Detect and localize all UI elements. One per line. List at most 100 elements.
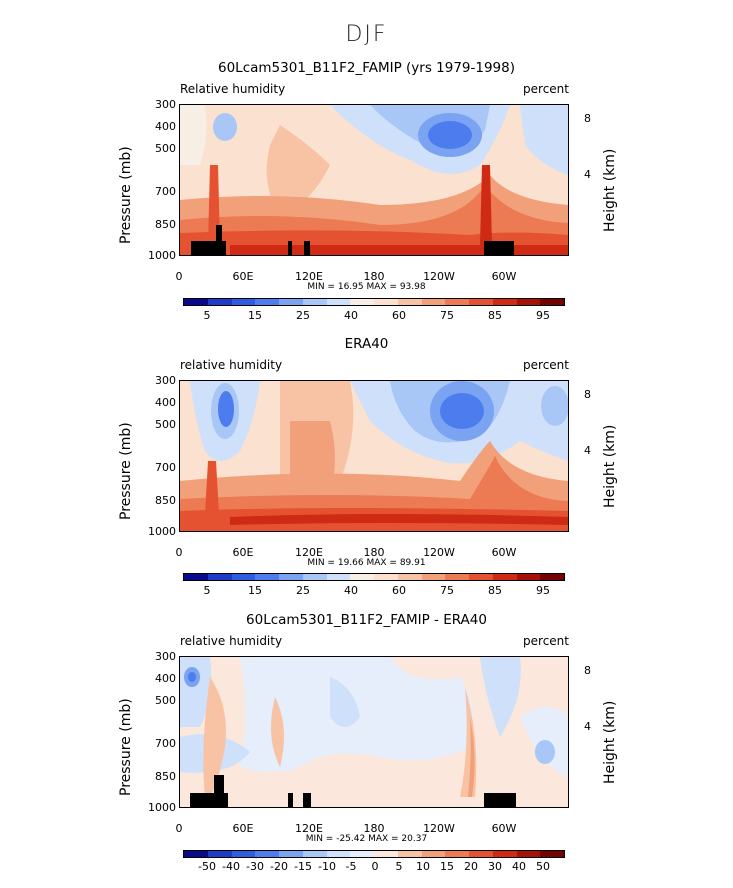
- y-tick: 700: [155, 737, 176, 750]
- positive-region: [203, 677, 226, 797]
- colorbar-label: 5: [203, 309, 211, 322]
- colorbar-label: -30: [246, 860, 264, 873]
- x-tick: 120E: [295, 270, 323, 283]
- y-tick: 400: [155, 672, 176, 685]
- x-tick: 180: [363, 270, 385, 283]
- colorbar-label: -10: [318, 860, 336, 873]
- moist-region: [230, 514, 568, 525]
- colorbar-label: 40: [344, 584, 358, 597]
- dry-region: [180, 105, 207, 165]
- moist-region: [266, 125, 330, 215]
- y-tick: 400: [155, 396, 176, 409]
- colorbar-swatch: [255, 574, 279, 580]
- y-tick: 850: [155, 770, 176, 783]
- y-tick: 700: [155, 461, 176, 474]
- x-tick: 180: [363, 546, 385, 559]
- colorbar-swatch: [326, 574, 351, 580]
- colorbar-label: 75: [440, 309, 454, 322]
- contour-svg: [180, 657, 568, 807]
- colorbar-label: 85: [488, 584, 502, 597]
- y-tick: 1000: [148, 249, 176, 262]
- y-axis-label: Pressure (mb): [118, 698, 134, 796]
- panel-title: ERA40: [344, 336, 389, 352]
- min-max-label: MIN = 16.95 MAX = 93.98: [307, 282, 426, 292]
- colorbar-swatch: [421, 574, 446, 580]
- colorbar-swatch: [326, 299, 351, 305]
- contour-svg: [180, 381, 568, 531]
- panel-title: 60Lcam5301_B11F2_FAMIP - ERA40: [246, 612, 487, 628]
- height-tick: 4: [584, 444, 591, 457]
- colorbar-label: 15: [248, 584, 262, 597]
- y-tick: 500: [155, 694, 176, 707]
- colorbar-label: 15: [440, 860, 454, 873]
- colorbar-label: -5: [345, 860, 357, 873]
- x-tick: 60W: [491, 270, 517, 283]
- y-tick: 850: [155, 218, 176, 231]
- colorbar-label: 60: [392, 309, 406, 322]
- x-tick: 180: [363, 822, 385, 835]
- contour-plot: [179, 656, 569, 808]
- colorbar-label: -40: [222, 860, 240, 873]
- colorbar-swatch: [255, 299, 279, 305]
- x-tick: 60E: [232, 822, 254, 835]
- colorbar-label: 60: [392, 584, 406, 597]
- colorbar-swatch: [231, 299, 256, 305]
- colorbar-swatch: [326, 851, 351, 857]
- height-axis-label: Height (km): [602, 148, 618, 232]
- colorbar-swatch: [207, 299, 232, 305]
- height-tick: 8: [584, 388, 591, 401]
- colorbar-swatch: [207, 851, 232, 857]
- colorbar-label: 40: [512, 860, 526, 873]
- min-max-label: MIN = -25.42 MAX = 20.37: [305, 834, 428, 844]
- page-title: DJF: [345, 22, 388, 47]
- y-tick: 400: [155, 120, 176, 133]
- contour-plot: [179, 104, 569, 256]
- colorbar-swatch: [492, 574, 517, 580]
- x-tick: 120E: [295, 546, 323, 559]
- colorbar: [183, 298, 565, 306]
- colorbar-label: 25: [296, 584, 310, 597]
- colorbar-swatch: [302, 299, 327, 305]
- colorbar-swatch: [350, 851, 374, 857]
- x-tick: 120W: [423, 270, 455, 283]
- colorbar-swatch: [516, 299, 541, 305]
- colorbar-label: 75: [440, 584, 454, 597]
- colorbar-swatch: [184, 299, 208, 305]
- height-tick: 8: [584, 664, 591, 677]
- negative-region: [330, 677, 360, 727]
- x-tick: 60W: [491, 822, 517, 835]
- x-tick: 0: [175, 546, 183, 559]
- x-tick: 120W: [423, 546, 455, 559]
- variable-label: relative humidity: [180, 358, 283, 372]
- colorbar-swatch: [374, 299, 398, 305]
- x-tick: 0: [175, 270, 183, 283]
- colorbar-swatch: [231, 574, 256, 580]
- colorbar-swatch: [540, 574, 564, 580]
- colorbar-swatch: [516, 574, 541, 580]
- y-tick: 500: [155, 142, 176, 155]
- colorbar: [183, 573, 565, 581]
- x-tick: 60W: [491, 546, 517, 559]
- variable-label: relative humidity: [180, 634, 283, 648]
- negative-core: [188, 672, 196, 682]
- moist-region: [230, 245, 568, 255]
- y-axis-label: Pressure (mb): [118, 146, 134, 244]
- dry-core: [218, 391, 234, 427]
- colorbar-label: 20: [464, 860, 478, 873]
- variable-label: Relative humidity: [180, 82, 286, 96]
- x-tick: 120W: [423, 822, 455, 835]
- topography-mask: [190, 775, 516, 807]
- min-max-label: MIN = 19.66 MAX = 89.91: [307, 558, 426, 568]
- height-axis-label: Height (km): [602, 424, 618, 508]
- colorbar-swatch: [469, 851, 493, 857]
- x-tick: 0: [175, 822, 183, 835]
- colorbar-swatch: [397, 299, 422, 305]
- y-tick: 300: [155, 374, 176, 387]
- colorbar-swatch: [279, 851, 303, 857]
- colorbar-label: 5: [203, 584, 211, 597]
- colorbar-label: 95: [536, 584, 550, 597]
- y-tick: 500: [155, 418, 176, 431]
- contour-plot: [179, 380, 569, 532]
- colorbar-swatch: [397, 851, 422, 857]
- x-tick: 60E: [232, 270, 254, 283]
